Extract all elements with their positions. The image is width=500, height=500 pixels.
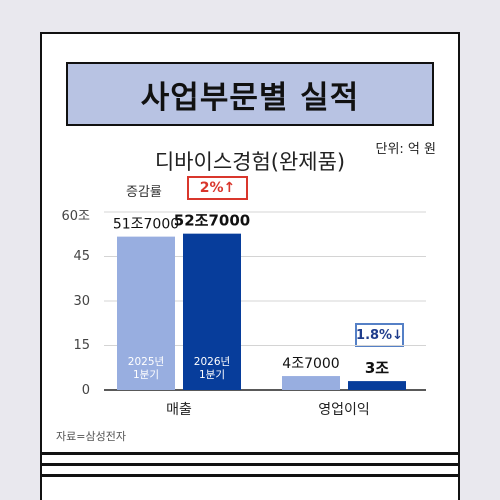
data-label: 51조7000	[113, 217, 179, 233]
title-box: 사업부문별 실적	[66, 62, 434, 126]
bar-curr	[348, 381, 406, 390]
series-label: 2025년	[128, 356, 164, 368]
data-label: 52조7000	[174, 212, 250, 230]
y-tick-label: 30	[73, 294, 90, 309]
source-note: 자료=삼성전자	[56, 430, 126, 443]
bar-curr	[183, 233, 241, 390]
chart-title: 디바이스경험(완제품)	[154, 150, 346, 174]
series-label: 1분기	[199, 369, 225, 381]
revenue-growth-badge: 2%↑	[187, 176, 248, 200]
data-label: 4조7000	[282, 356, 339, 372]
y-tick-label: 45	[73, 249, 90, 264]
series-label: 1분기	[133, 369, 159, 381]
data-label: 3조	[365, 359, 389, 377]
series-label: 2026년	[194, 356, 230, 368]
footer-rule	[40, 474, 460, 477]
bar-prev	[282, 376, 340, 390]
category-label: 영업이익	[318, 402, 370, 418]
y-tick-label: 60조	[61, 209, 90, 224]
footer-rule	[40, 452, 460, 455]
unit-label: 단위: 억 원	[375, 142, 437, 157]
footer-rule	[40, 463, 460, 466]
bar-prev	[117, 236, 175, 390]
page-title: 사업부문별 실적	[140, 79, 360, 116]
y-tick-label: 0	[81, 383, 90, 398]
profit-growth-badge: 1.8%↓	[355, 323, 404, 347]
y-tick-label: 15	[73, 338, 90, 353]
growth-label: 증감률	[126, 185, 162, 200]
category-label: 매출	[166, 402, 192, 418]
